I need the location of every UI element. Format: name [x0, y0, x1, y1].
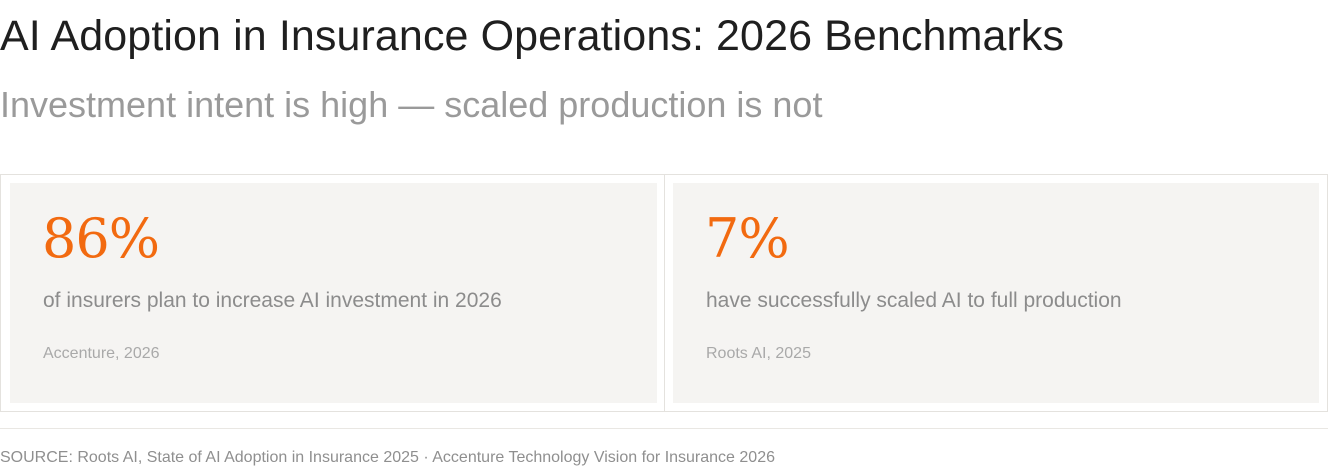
stat-cell-production: 7% have successfully scaled AI to full p…	[665, 175, 1327, 411]
stat-source: Roots AI, 2025	[706, 345, 811, 362]
footer-divider	[0, 428, 1328, 429]
source-footnote: SOURCE: Roots AI, State of AI Adoption i…	[0, 449, 775, 466]
page-subtitle: Investment intent is high — scaled produ…	[0, 84, 823, 125]
stat-cell-investment: 86% of insurers plan to increase AI inve…	[1, 175, 665, 411]
stat-value: 7%	[705, 207, 790, 270]
stat-description: of insurers plan to increase AI investme…	[43, 289, 502, 312]
stat-source: Accenture, 2026	[43, 345, 160, 362]
page-title: AI Adoption in Insurance Operations: 202…	[0, 12, 1065, 60]
stats-panel: 86% of insurers plan to increase AI inve…	[0, 174, 1328, 412]
stat-card: 86% of insurers plan to increase AI inve…	[10, 183, 657, 403]
stat-value: 86%	[42, 207, 160, 270]
stat-description: have successfully scaled AI to full prod…	[706, 289, 1122, 312]
stat-card: 7% have successfully scaled AI to full p…	[673, 183, 1319, 403]
